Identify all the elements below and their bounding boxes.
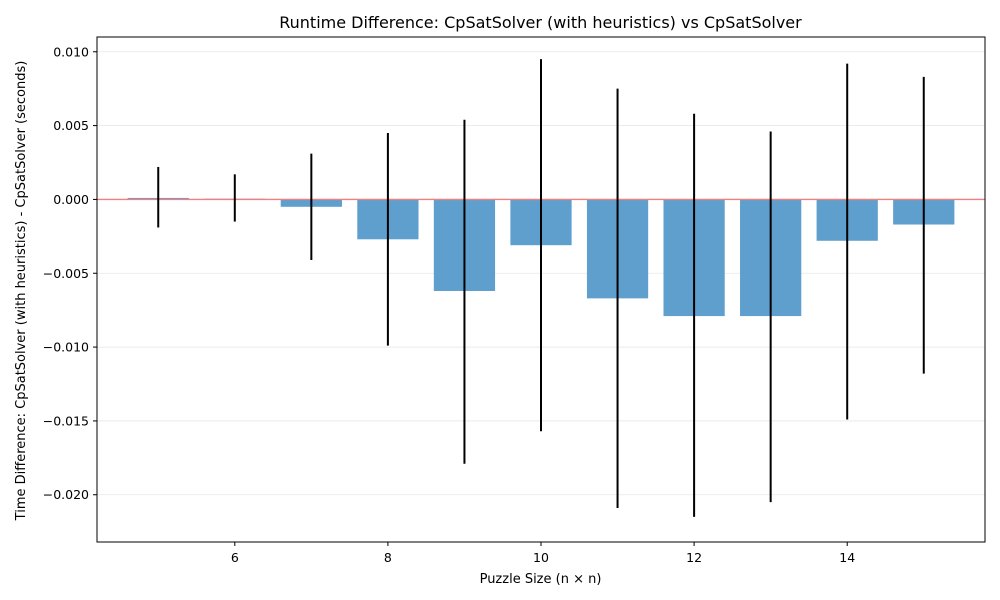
- y-tick-label: −0.005: [43, 266, 89, 281]
- x-axis-ticks: 6 8 10 12 14: [231, 542, 855, 565]
- y-tick-label: −0.020: [43, 487, 89, 502]
- x-tick-label: 12: [686, 550, 702, 565]
- y-tick-label: 0.005: [53, 118, 89, 133]
- y-tick-label: 0.010: [53, 44, 89, 59]
- x-tick-label: 10: [533, 550, 549, 565]
- y-axis-label: Time Difference: CpSatSolver (with heuri…: [14, 61, 29, 522]
- y-tick-label: 0.000: [53, 192, 89, 207]
- y-tick-label: −0.010: [43, 340, 89, 355]
- error-bars: [157, 59, 925, 517]
- chart-title: Runtime Difference: CpSatSolver (with he…: [279, 13, 802, 32]
- x-tick-label: 6: [231, 550, 239, 565]
- y-axis-ticks: 0.010 0.005 0.000 −0.005 −0.010 −0.015 −0.020: [43, 44, 97, 502]
- x-tick-label: 8: [384, 550, 392, 565]
- x-axis-label: Puzzle Size (n × n): [480, 572, 602, 587]
- y-tick-label: −0.015: [43, 413, 89, 428]
- x-tick-label: 14: [839, 550, 855, 565]
